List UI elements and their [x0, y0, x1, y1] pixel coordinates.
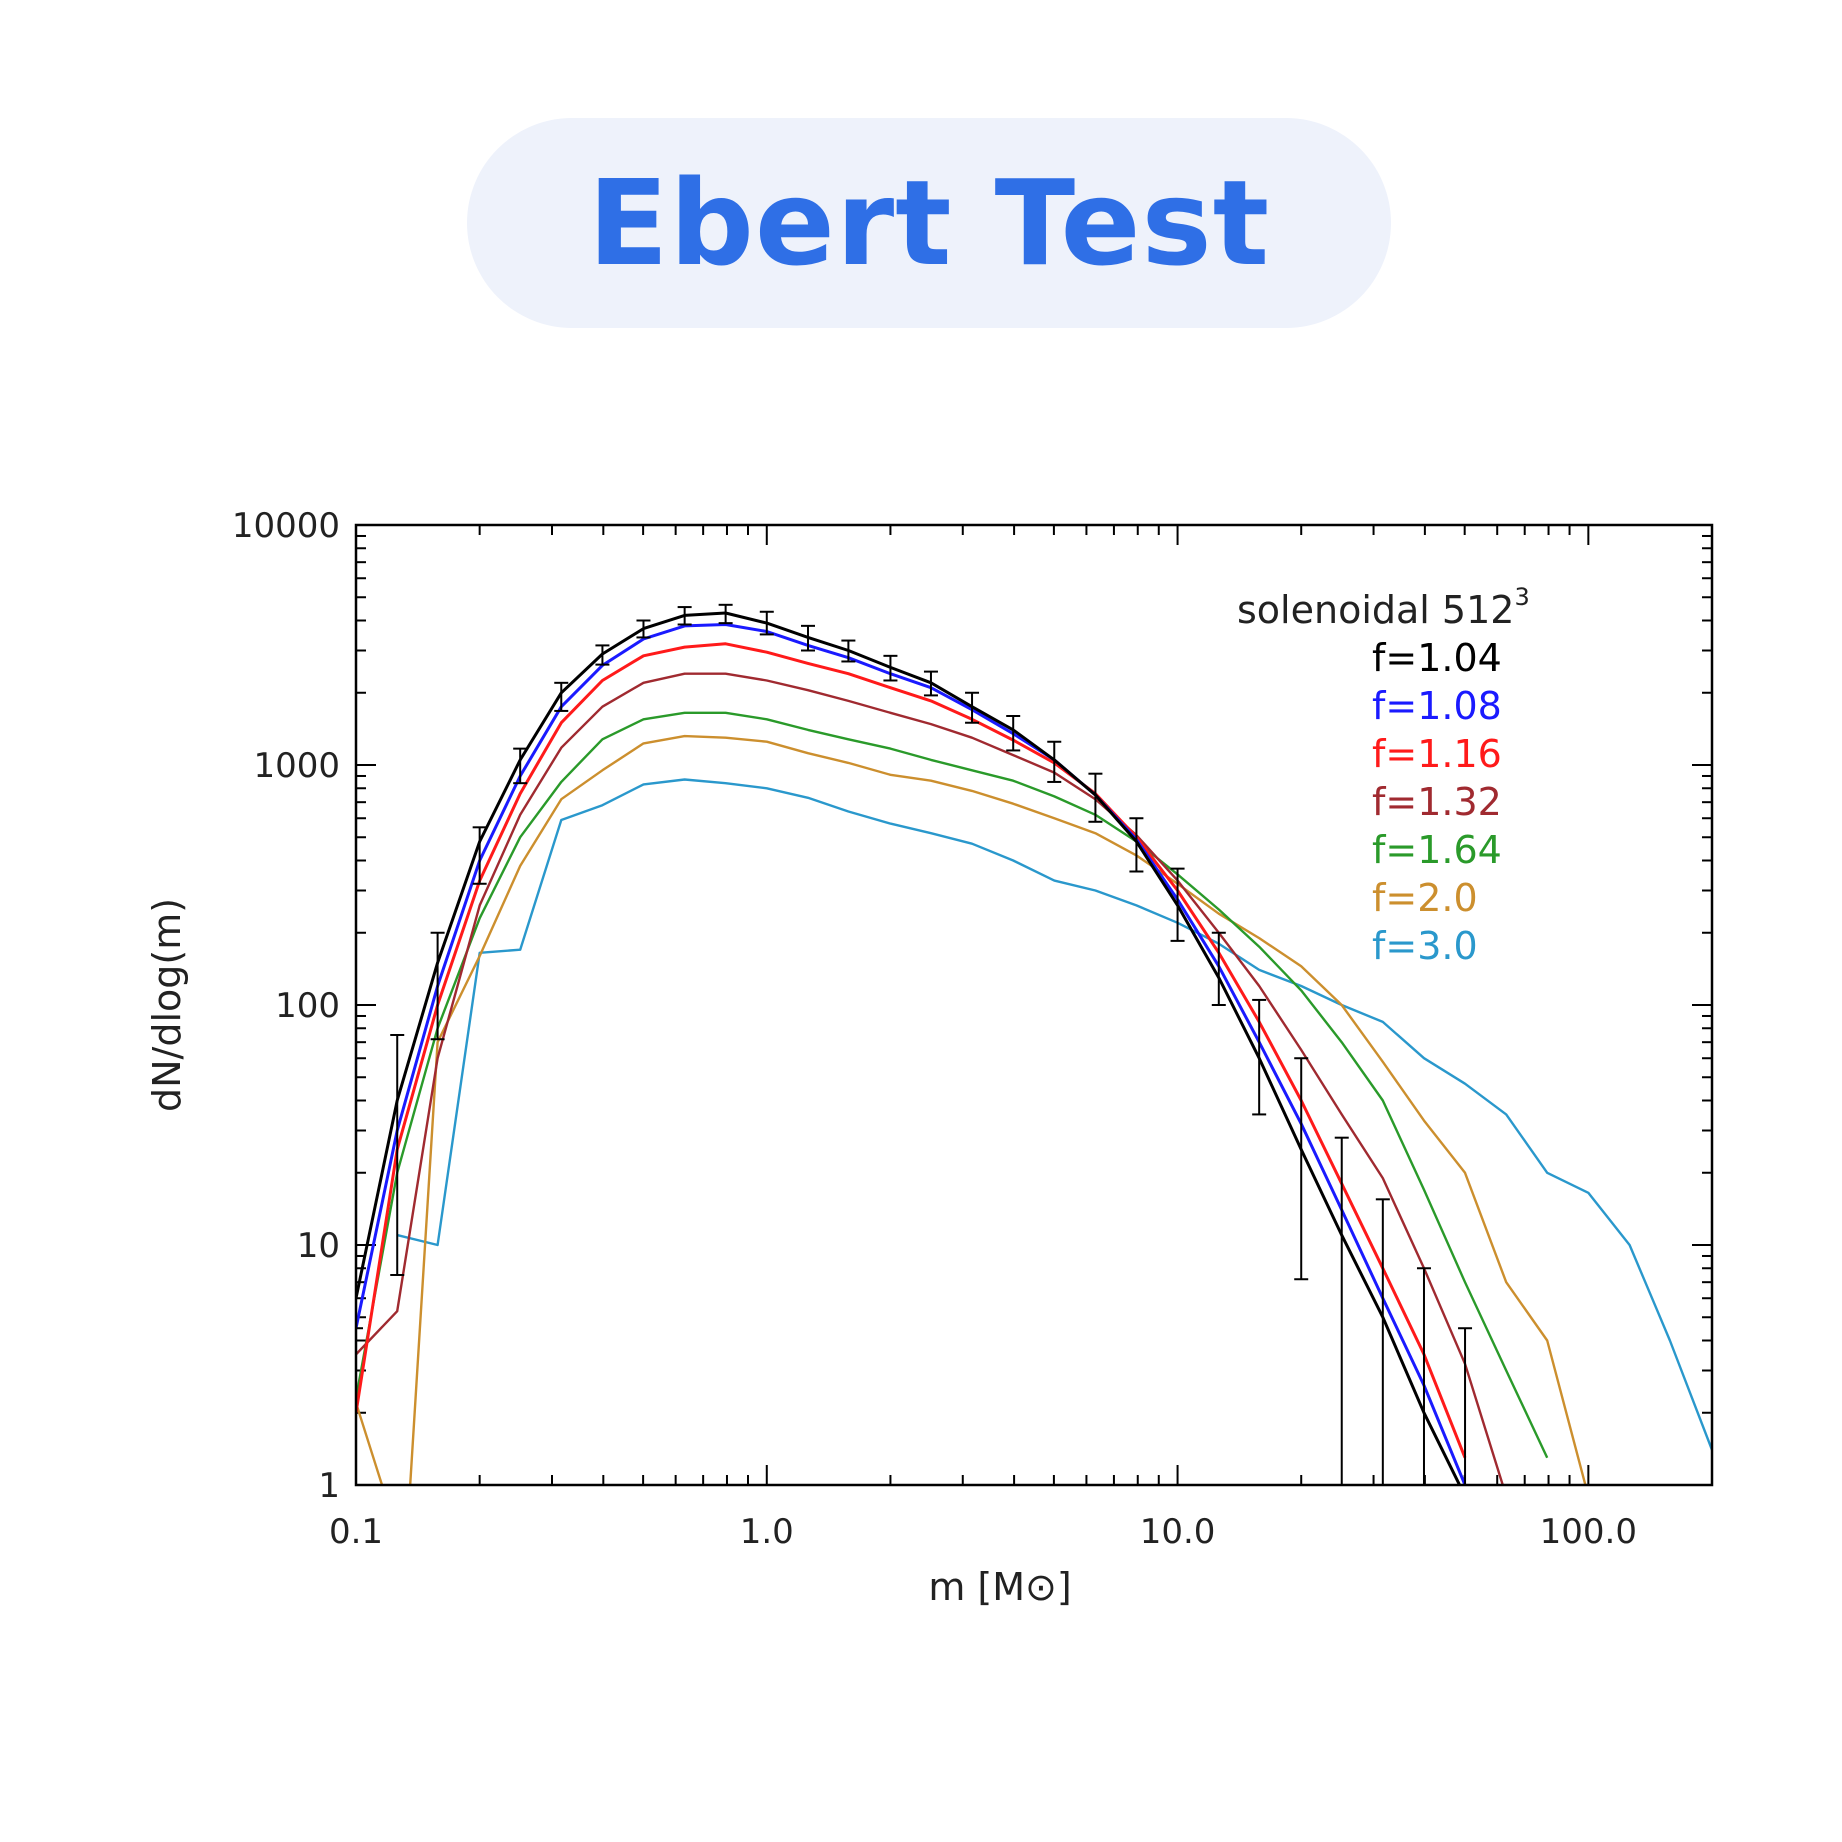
legend-title: solenoidal 5123 — [1237, 583, 1530, 632]
legend-entry: f=1.04 — [1372, 636, 1502, 680]
error-bar — [923, 670, 938, 697]
y-tick-label: 10000 — [232, 506, 340, 546]
tick-marks — [355, 524, 1713, 1486]
error-bar — [1170, 867, 1185, 942]
tick-labels: 0.1 1.0 10.0 100.0 1 10 100 1000 10000 — [232, 506, 1637, 1552]
errorbar-layer — [356, 603, 1473, 1485]
error-bar — [1252, 998, 1267, 1116]
y-tick-label: 1 — [318, 1466, 340, 1506]
x-tick-label: 100.0 — [1540, 1512, 1637, 1552]
title-pill: Ebert Test — [467, 118, 1391, 328]
error-bar — [636, 619, 651, 639]
y-tick-label: 10 — [297, 1226, 340, 1266]
x-tick-label: 1.0 — [740, 1512, 794, 1552]
error-bar — [883, 654, 898, 682]
y-tick-label: 1000 — [253, 746, 340, 786]
series-line-f-3-0 — [396, 778, 1712, 1451]
legend-entry: f=2.0 — [1372, 876, 1478, 920]
legend-entry: f=1.16 — [1372, 732, 1502, 776]
error-bar — [513, 747, 528, 785]
error-bar — [677, 606, 692, 626]
legend-entry: f=1.32 — [1372, 780, 1502, 824]
series-line-f-1-64 — [356, 711, 1549, 1459]
error-bar — [472, 826, 487, 885]
series-line-f-2-0 — [356, 734, 1587, 1485]
error-bar — [1129, 817, 1144, 873]
y-axis-label: dN/dlog(m) — [145, 898, 189, 1112]
error-bar — [1416, 1267, 1431, 1485]
error-bar — [430, 931, 445, 1041]
error-bar — [554, 681, 569, 712]
x-tick-label: 10.0 — [1140, 1512, 1216, 1552]
x-axis-label: m [M⊙] — [928, 1565, 1071, 1609]
legend-entry: f=3.0 — [1372, 924, 1478, 968]
error-bar — [595, 644, 610, 666]
series-line-f-1-04 — [356, 611, 1462, 1485]
error-bar — [1375, 1198, 1390, 1485]
y-tick-label: 100 — [275, 986, 340, 1026]
error-bar — [1047, 740, 1062, 783]
series-layer — [356, 611, 1712, 1485]
series-line-f-1-08 — [356, 623, 1467, 1485]
error-bar — [1334, 1136, 1349, 1485]
series-line-f-1-16 — [356, 642, 1467, 1459]
error-bar — [841, 639, 856, 663]
error-bar — [1088, 772, 1103, 823]
error-bar — [759, 610, 774, 636]
error-bar — [718, 603, 733, 625]
legend-entry: f=1.64 — [1372, 828, 1502, 872]
error-bar — [1211, 931, 1226, 1006]
error-bar — [965, 691, 980, 724]
x-tick-label: 0.1 — [329, 1512, 383, 1552]
chart-title: Ebert Test — [587, 154, 1271, 292]
plot-frame — [354, 523, 1714, 1487]
error-bar — [801, 624, 816, 652]
legend: solenoidal 5123 f=1.04f=1.08f=1.16f=1.32… — [1237, 583, 1530, 968]
error-bar — [1006, 715, 1021, 752]
legend-entry: f=1.08 — [1372, 684, 1502, 728]
error-bar — [1294, 1057, 1309, 1281]
series-line-f-1-32 — [356, 672, 1505, 1485]
error-bar — [390, 1033, 405, 1276]
error-bar — [1458, 1327, 1473, 1485]
error-bar — [356, 1254, 363, 1330]
